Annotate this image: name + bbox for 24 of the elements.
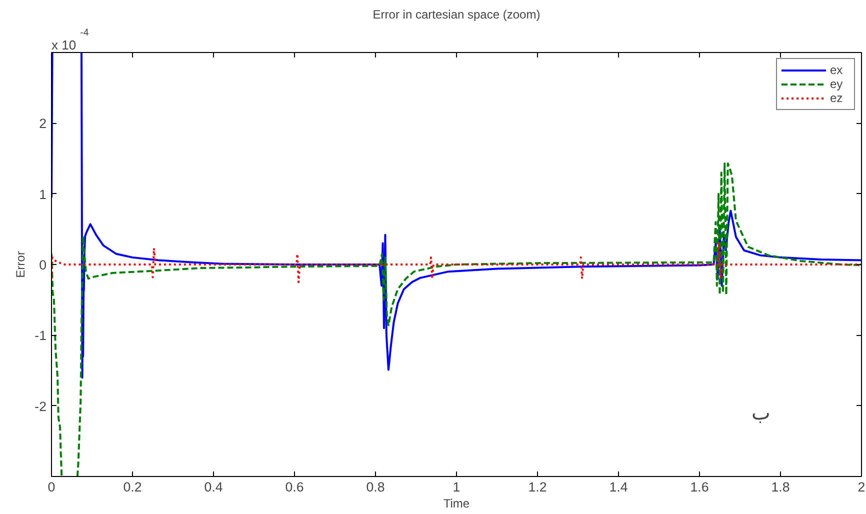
y-tick-label: 0: [39, 258, 47, 272]
y-tick-label: 1: [39, 186, 47, 202]
legend-label: ex: [830, 63, 844, 77]
x-tick-label: 0.8: [366, 480, 385, 494]
x-tick-label: 1.2: [528, 480, 547, 494]
x-tick-label: 0.6: [285, 480, 304, 494]
x-tick-label: 1.8: [771, 480, 790, 494]
x-tick-label: 2: [858, 480, 866, 494]
legend-label: ez: [830, 91, 844, 105]
y-tick-label: -1: [34, 328, 47, 344]
x-tick-label: 1: [452, 480, 460, 494]
legend-label: ey: [830, 77, 844, 91]
y-axis-title: Error: [14, 251, 28, 278]
line-series: [52, 242, 862, 284]
text: x 10-4: [52, 28, 90, 52]
x-axis-title: Time: [443, 496, 470, 510]
x-tick-label: 0.4: [204, 480, 224, 494]
annotation: ب: [752, 402, 770, 424]
chart-title: Error in cartesian space (zoom): [372, 8, 540, 22]
y-tick-label: -2: [34, 398, 47, 414]
x-tick-label: 1.6: [690, 480, 709, 494]
x-tick-label: 0.2: [123, 480, 142, 494]
x-tick-label: 1.4: [609, 480, 628, 494]
y-tick-label: 2: [39, 116, 47, 132]
